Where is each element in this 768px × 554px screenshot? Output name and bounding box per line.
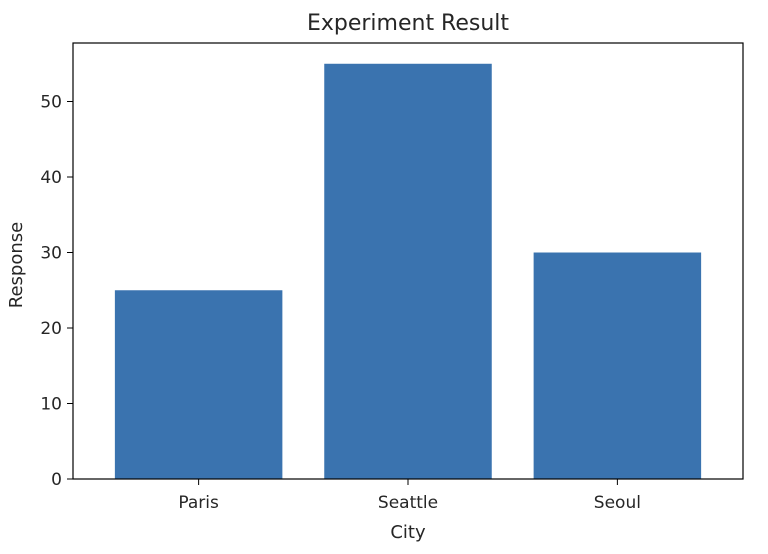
chart-title: Experiment Result <box>307 11 509 36</box>
x-axis-label: City <box>390 522 426 543</box>
x-tick-label: Paris <box>178 493 219 513</box>
y-axis-label: Response <box>6 222 27 308</box>
y-tick-label: 0 <box>51 470 62 490</box>
plot-area <box>114 63 702 480</box>
bar-seattle <box>324 63 492 480</box>
x-axis: Paris Seattle Seoul <box>178 479 641 513</box>
y-tick-label: 10 <box>40 395 62 415</box>
bar-paris <box>114 290 283 479</box>
y-tick-label: 20 <box>40 319 62 339</box>
x-tick-label: Seattle <box>378 493 438 513</box>
bar-seoul <box>533 252 702 479</box>
y-tick-label: 30 <box>40 244 62 264</box>
y-tick-label: 50 <box>40 93 62 113</box>
y-axis: 0 10 20 30 40 50 <box>40 93 73 490</box>
y-tick-label: 40 <box>40 168 62 188</box>
x-tick-label: Seoul <box>594 493 641 513</box>
